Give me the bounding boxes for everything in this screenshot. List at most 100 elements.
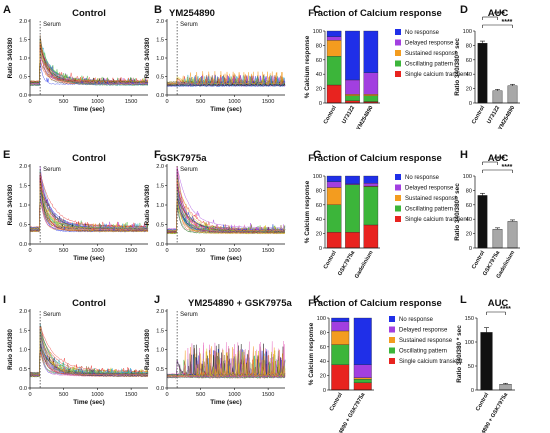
stacked-bar-segment	[326, 187, 342, 205]
x-tick-label: 500	[196, 248, 205, 254]
panel-h: H AUCControlGSK7975aGadolinium02040608010…	[454, 149, 520, 280]
y-tick-label: 40	[316, 217, 322, 223]
y-tick-label: 2.0	[156, 19, 164, 25]
serum-label: Serum	[180, 312, 198, 318]
significance-stars: ****	[494, 156, 505, 163]
traces	[166, 71, 286, 87]
panel-title: Fraction of Calcium response	[308, 153, 442, 164]
y-tick-label: 100	[313, 174, 322, 180]
y-axis-label: Ratio 340/380 * sec	[454, 183, 461, 241]
y-tick-label: 100	[463, 29, 472, 35]
legend-label: Sustained response	[399, 338, 453, 344]
x-tick-label: 500	[59, 248, 68, 254]
y-axis-label: % Calcium response	[308, 322, 315, 385]
y-tick-label: 150	[465, 316, 474, 322]
y-tick-label: 2.0	[19, 309, 27, 315]
stacked-bar-segment	[326, 36, 342, 41]
panel-label: B	[154, 4, 162, 16]
y-axis-label: Ratio 340/380	[144, 37, 151, 78]
trace-line	[29, 328, 149, 375]
y-tick-label: 0	[319, 101, 322, 107]
stacked-bar-segment	[326, 181, 342, 188]
y-axis-label: Ratio 340/380	[7, 37, 14, 78]
stacked-bar-segment	[345, 95, 360, 101]
trace-line	[29, 50, 149, 84]
y-tick-label: 0.0	[156, 93, 164, 99]
x-tick-label: 0	[165, 248, 168, 254]
trace-line	[29, 329, 149, 375]
panel-title: Control	[72, 298, 106, 309]
trace-line	[167, 178, 286, 232]
y-tick-label: 0.0	[19, 242, 27, 248]
trace-line	[166, 190, 286, 234]
x-tick-label: 1000	[91, 99, 103, 105]
x-tick-label: 1000	[228, 99, 240, 105]
trace-line	[29, 182, 149, 230]
x-tick-label: 1500	[125, 99, 137, 105]
y-tick-label: 20	[320, 374, 326, 380]
y-tick-label: 2.0	[19, 164, 27, 170]
stacked-bar-segment	[326, 40, 342, 57]
y-tick-label: 50	[468, 364, 474, 370]
panel-b: B YM254890 Serum 0.0 0.5 1.0 1.5 2.0 0 500 1000 150…	[144, 4, 286, 113]
stacked-bar-segment	[326, 84, 342, 104]
legend-label: Oscillating pattern	[405, 207, 453, 213]
y-tick-label: 100	[465, 340, 474, 346]
legend-swatch	[389, 337, 395, 343]
trace-line	[166, 183, 286, 233]
trace-line	[166, 82, 286, 87]
panel-label: L	[460, 294, 467, 306]
panel-title: Fraction of Calcium response	[308, 298, 442, 309]
x-tick-label: 1500	[262, 392, 274, 398]
y-tick-label: 60	[316, 58, 322, 64]
x-tick-label: 500	[196, 392, 205, 398]
y-axis-label: Ratio 340/380	[144, 184, 151, 225]
stacked-bar-segment	[345, 184, 360, 233]
stacked-bar-segment	[331, 344, 350, 365]
y-axis-label: Ratio 340/380 * sec	[454, 38, 461, 96]
y-tick-label: 1.0	[156, 56, 164, 62]
y-tick-label: 60	[466, 203, 472, 209]
y-tick-label: 40	[466, 72, 472, 78]
stacked-bar-segment	[363, 94, 379, 96]
stacked-bar-segment	[363, 183, 379, 187]
panel-label: H	[460, 149, 468, 161]
x-tick-label: 0	[28, 99, 31, 105]
bar	[492, 229, 503, 249]
stacked-bar-segment	[331, 317, 350, 322]
y-tick-label: 60	[316, 203, 322, 209]
legend-label: Single calcium transient	[399, 359, 463, 365]
legend-label: Sustained response	[405, 51, 459, 57]
stacked-bar-segment	[345, 175, 360, 185]
stacked-bar-segment	[363, 95, 379, 102]
y-tick-label: 100	[317, 316, 326, 322]
legend-swatch	[389, 347, 395, 354]
y-tick-label: 1.0	[19, 203, 27, 209]
y-tick-label: 80	[320, 330, 326, 336]
legend-swatch	[395, 216, 401, 222]
x-tick-label: Control	[471, 105, 486, 126]
legend-swatch	[395, 205, 401, 212]
y-tick-label: 20	[316, 232, 322, 238]
y-tick-label: 40	[316, 72, 322, 78]
y-tick-label: 0.0	[156, 242, 164, 248]
legend-label: Oscillating pattern	[405, 62, 453, 68]
legend-swatch	[395, 39, 401, 46]
x-axis-label: Time (sec)	[210, 399, 242, 406]
x-axis-label: Time (sec)	[73, 255, 105, 262]
trace-line	[29, 48, 149, 87]
x-tick-label: 0	[165, 392, 168, 398]
y-tick-label: 0.0	[19, 93, 27, 99]
x-tick-label: U73122	[486, 105, 501, 125]
x-axis-label: Time (sec)	[210, 255, 242, 262]
x-tick-label: Control	[329, 392, 344, 413]
serum-label: Serum	[180, 22, 198, 28]
legend-label: Single calcium transient	[405, 217, 469, 223]
y-tick-label: 1.0	[19, 348, 27, 354]
y-tick-label: 0.5	[19, 223, 27, 229]
stacked-bar-segment	[331, 364, 350, 391]
stacked-bar-segment	[345, 232, 360, 249]
legend-swatch	[395, 60, 401, 67]
x-tick-label: YM254890	[356, 105, 375, 131]
trace-line	[166, 352, 286, 378]
